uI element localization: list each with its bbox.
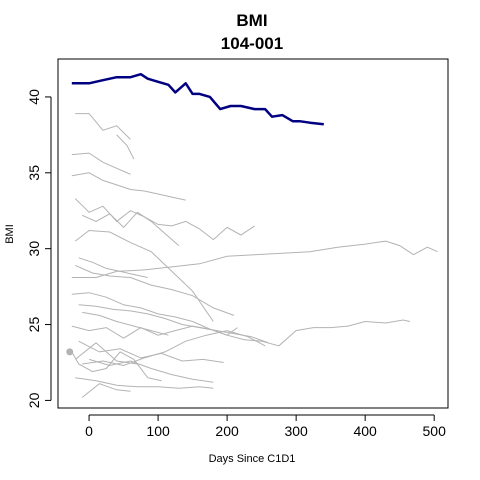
chart-subtitle: 104-001 xyxy=(221,34,283,53)
x-tick-label: 400 xyxy=(353,423,377,439)
y-tick-label: 30 xyxy=(26,241,42,257)
y-axis-label: BMI xyxy=(4,224,16,244)
background-series-line-5 xyxy=(74,198,255,241)
background-series-line-2 xyxy=(71,152,131,175)
chart-title: BMI xyxy=(236,11,267,30)
background-series-line-6 xyxy=(81,211,180,246)
background-series-point xyxy=(66,348,74,356)
y-tick-label: 40 xyxy=(26,89,42,105)
background-series-line-15 xyxy=(74,342,138,365)
background-series-line-13 xyxy=(82,311,169,336)
axis-layer: 0 100 200 300 400 500 20 25 30 35 40 xyxy=(26,89,446,439)
background-series-line-7 xyxy=(74,229,214,322)
x-axis-label: Days Since C1D1 xyxy=(209,453,296,465)
highlight-series-line xyxy=(71,72,324,126)
background-series-line-16 xyxy=(78,340,224,363)
y-tick-label: 25 xyxy=(26,317,42,333)
x-tick-label: 0 xyxy=(85,423,93,439)
background-series-line-12 xyxy=(78,304,269,344)
plot-frame xyxy=(57,58,449,409)
background-series-line-20 xyxy=(71,351,162,382)
x-tick-label: 200 xyxy=(215,423,239,439)
x-tick-label: 500 xyxy=(423,423,447,439)
background-series-line-11 xyxy=(71,292,411,347)
series-layer xyxy=(66,72,438,398)
x-tick-label: 300 xyxy=(284,423,308,439)
background-series-line-18 xyxy=(75,377,214,389)
x-tick-label: 100 xyxy=(146,423,170,439)
y-tick-label: 35 xyxy=(26,165,42,181)
background-series-line-21 xyxy=(88,358,214,383)
background-series-line-17 xyxy=(82,330,266,367)
y-tick-label: 20 xyxy=(26,392,42,408)
background-series-line-1 xyxy=(75,113,131,140)
background-series-line-10 xyxy=(75,264,235,316)
background-series-line-8 xyxy=(78,257,148,278)
background-series-line-19 xyxy=(81,383,131,398)
background-series-line-4 xyxy=(71,172,186,201)
background-series-line-3 xyxy=(116,134,135,160)
background-series-line-14 xyxy=(71,325,238,339)
background-series-line-9 xyxy=(71,240,438,278)
